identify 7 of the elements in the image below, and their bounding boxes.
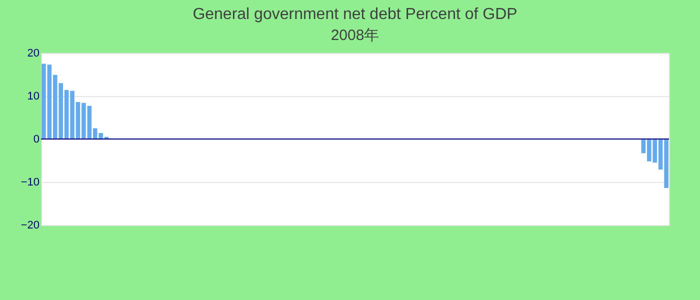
chart-subtitle: 2008年 bbox=[330, 27, 380, 44]
y-tick-label: −10 bbox=[20, 176, 40, 188]
y-tick-label: −20 bbox=[20, 220, 40, 232]
y-tick-label: 20 bbox=[27, 48, 40, 60]
y-tick-label: 0 bbox=[33, 134, 40, 146]
y-tick-label: 10 bbox=[27, 90, 40, 102]
chart-title: General government net debt Percent of GDP bbox=[192, 6, 518, 23]
